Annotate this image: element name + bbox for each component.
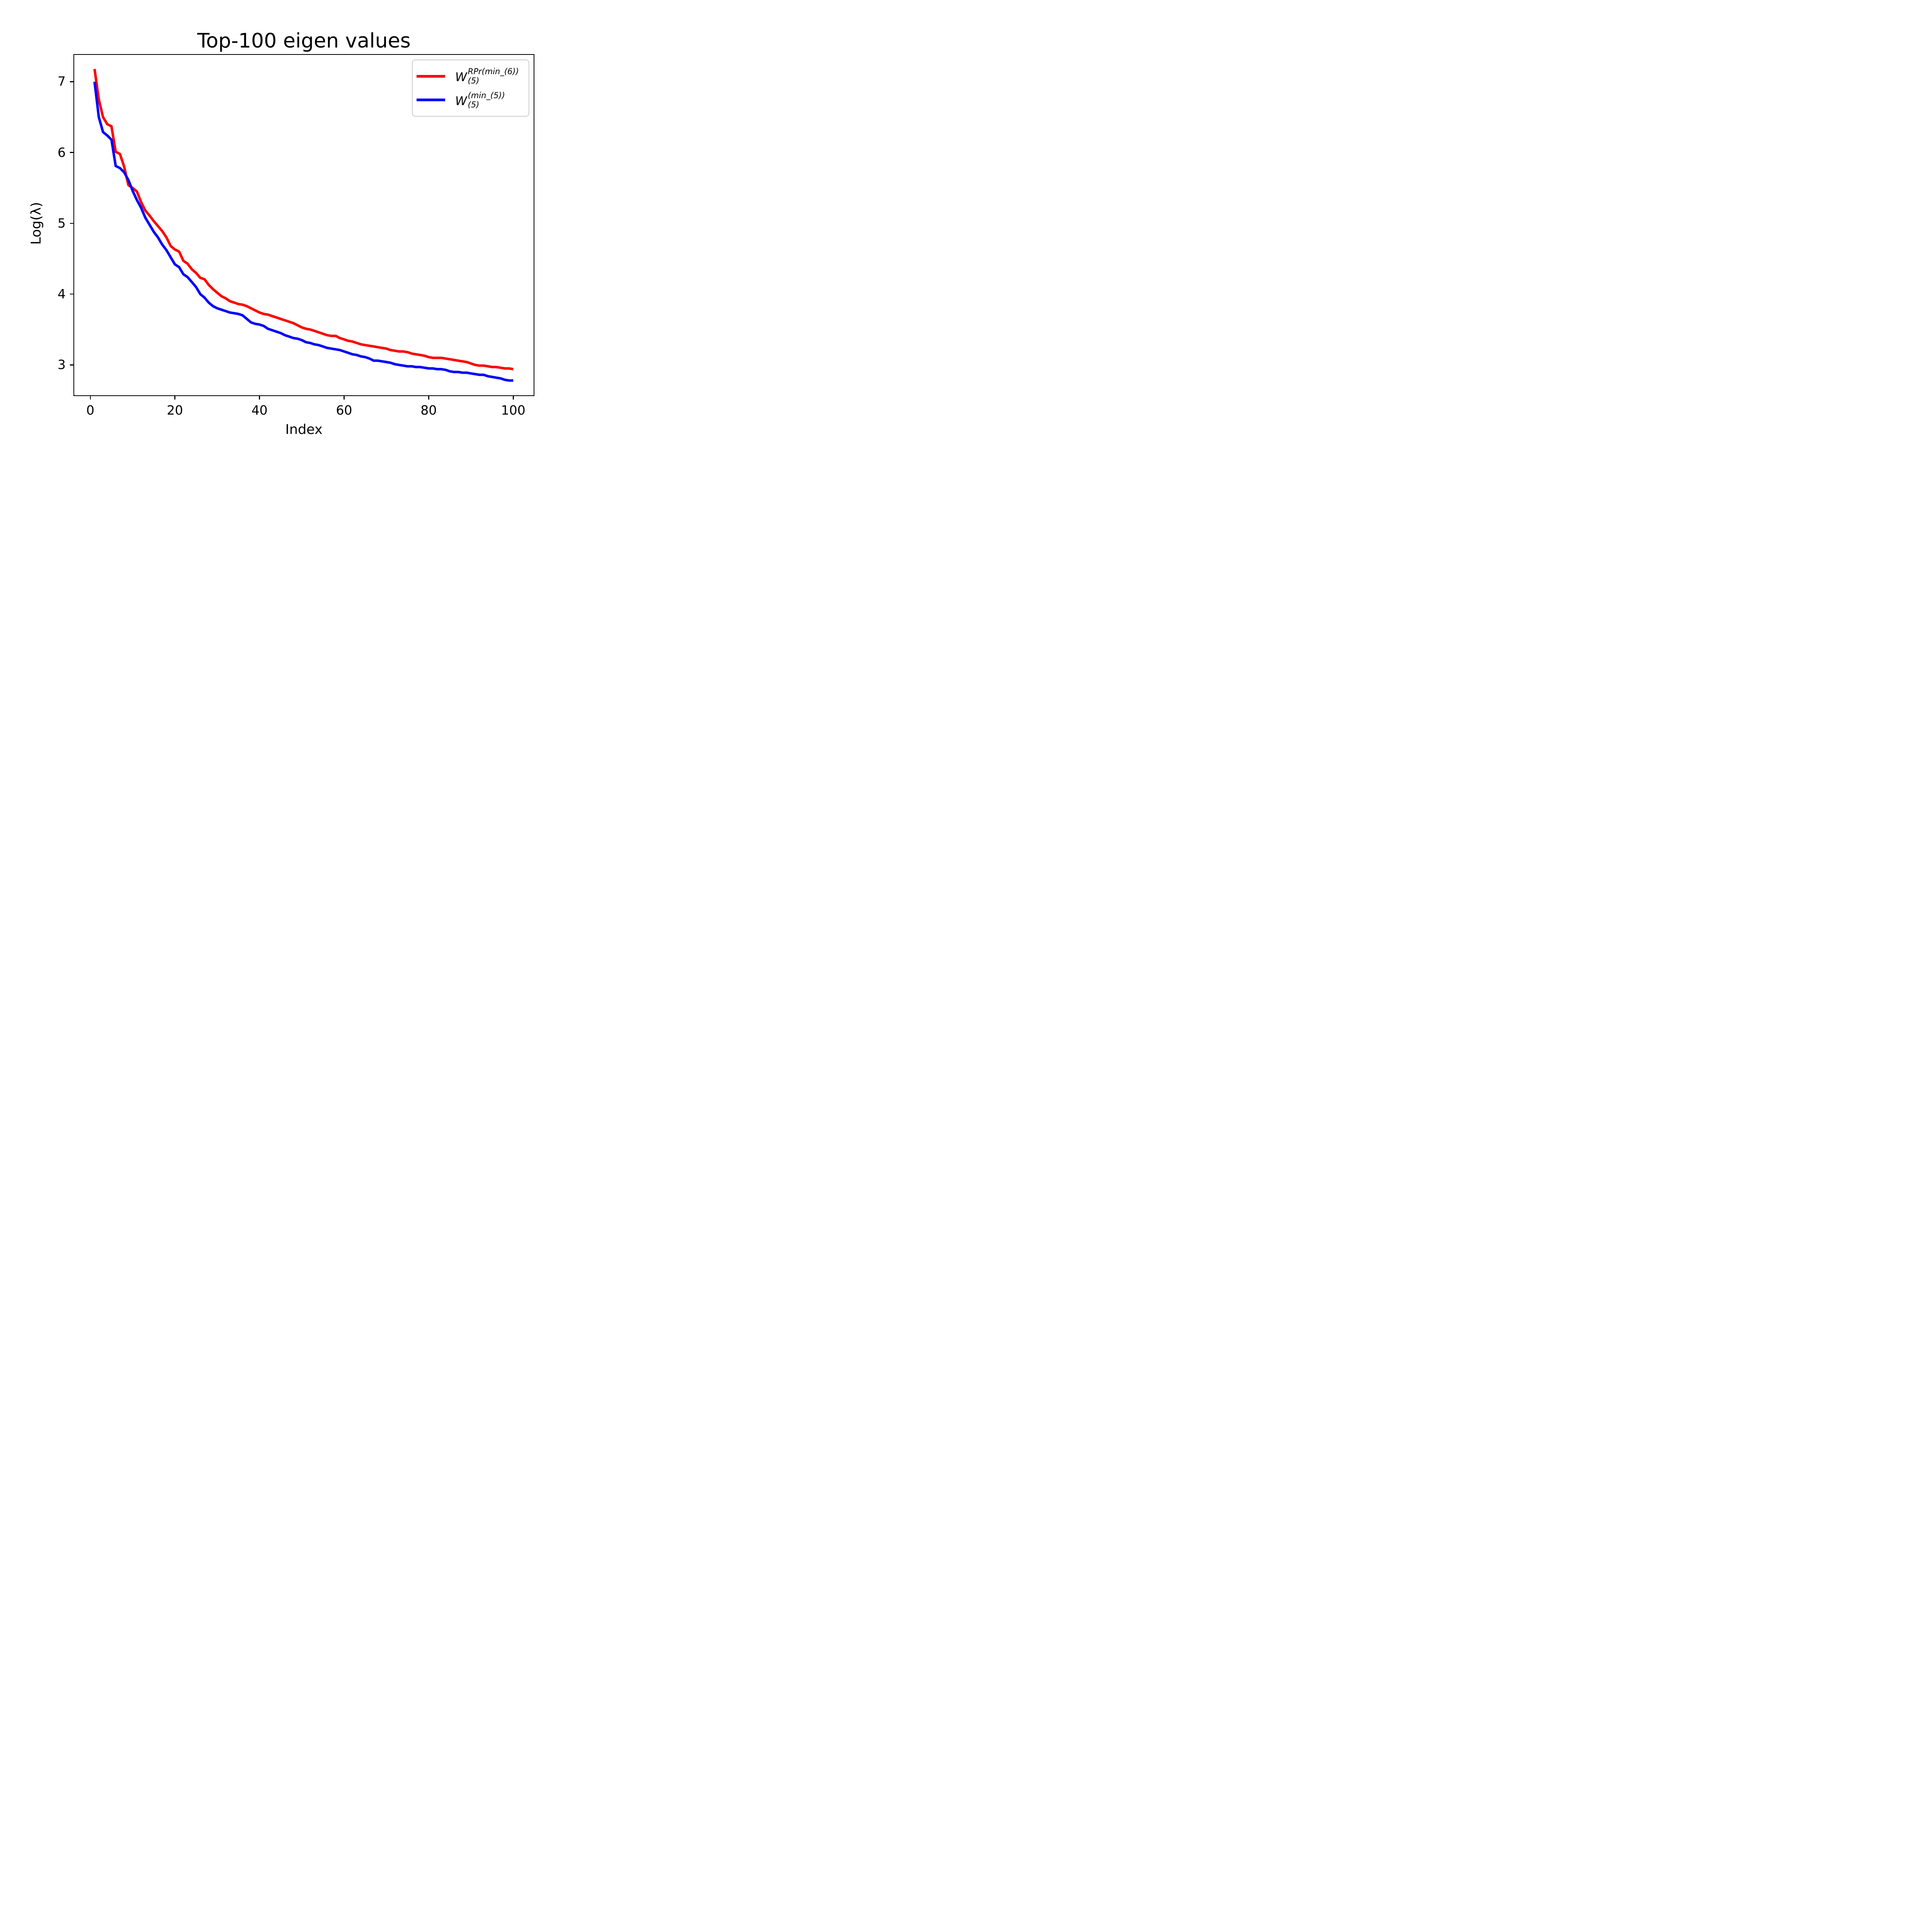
x-tick-label: 0 [86, 403, 95, 418]
y-tick-mark [70, 81, 73, 82]
series-blue-line [93, 82, 514, 382]
y-tick-label: 7 [58, 74, 66, 89]
curves-canvas [93, 69, 514, 382]
x-tick-mark [428, 396, 429, 400]
legend-label-red-base: W [455, 70, 467, 85]
x-tick-mark [174, 396, 175, 400]
y-tick-label: 6 [58, 145, 66, 160]
x-tick-label: 60 [336, 403, 352, 418]
legend-label-red: W RPr(min_(6)) (5) [455, 67, 519, 85]
x-tick-mark [513, 396, 514, 400]
y-tick-mark [70, 152, 73, 153]
legend-label-blue-sup: (min_(5)) [468, 90, 505, 100]
x-tick-label: 40 [251, 403, 268, 418]
x-tick-mark [90, 396, 91, 400]
x-tick-mark [344, 396, 345, 400]
y-tick-label: 4 [58, 286, 66, 302]
legend-label-blue-base: W [455, 94, 467, 108]
y-tick-label: 3 [58, 357, 66, 372]
chart-title: Top-100 eigen values [197, 29, 411, 53]
legend-entry-blue: W (min_(5)) (5) [417, 91, 525, 109]
x-axis-label: Index [285, 422, 323, 437]
series-red-line [93, 69, 514, 371]
y-tick-mark [70, 364, 73, 366]
legend-entry-red: W RPr(min_(6)) (5) [417, 67, 525, 85]
x-tick-mark [259, 396, 260, 400]
x-tick-label: 100 [501, 403, 526, 418]
legend: W RPr(min_(6)) (5) W (min_(5)) (5) [412, 60, 529, 117]
legend-label-blue: W (min_(5)) (5) [455, 91, 505, 109]
y-tick-mark [70, 293, 73, 295]
legend-label-red-sub: (5) [468, 76, 480, 86]
legend-line-sample-red [417, 75, 445, 78]
legend-label-blue-sub: (5) [468, 100, 480, 109]
figure: Top-100 eigen values Index Log(λ) W RPr(m… [0, 0, 594, 445]
y-tick-label: 5 [58, 215, 66, 231]
x-tick-label: 20 [167, 403, 183, 418]
legend-label-red-sup: RPr(min_(6)) [468, 67, 519, 77]
y-tick-mark [70, 223, 73, 224]
x-tick-label: 80 [420, 403, 437, 418]
legend-line-sample-blue [417, 99, 445, 102]
